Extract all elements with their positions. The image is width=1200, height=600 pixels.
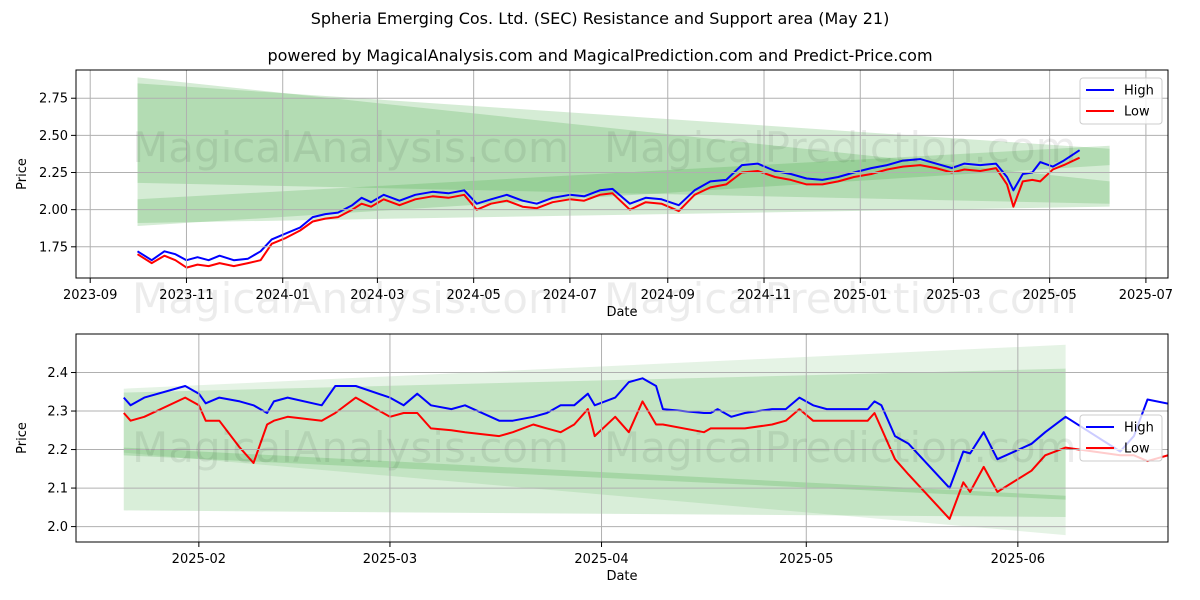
x-tick-label: 2024-05 bbox=[447, 288, 501, 303]
y-tick-label: 2.4 bbox=[47, 366, 68, 381]
watermark-text: MagicalAnalysis.com bbox=[132, 123, 569, 172]
resistance-support-band bbox=[123, 368, 1066, 517]
x-tick-label: 2025-07 bbox=[1119, 288, 1173, 303]
y-tick-label: 2.0 bbox=[47, 520, 68, 535]
resistance-support-band bbox=[123, 344, 1066, 536]
y-tick-label: 2.00 bbox=[39, 203, 68, 218]
x-tick-label: 2025-04 bbox=[574, 552, 628, 567]
series-line-low bbox=[123, 396, 1168, 520]
x-tick-label: 2023-09 bbox=[63, 288, 117, 303]
y-tick-label: 2.25 bbox=[39, 166, 68, 181]
y-tick-label: 2.1 bbox=[47, 482, 68, 497]
x-tick-label: 2023-11 bbox=[159, 288, 213, 303]
y-axis-label: Price bbox=[15, 158, 30, 190]
y-tick-label: 2.50 bbox=[39, 129, 68, 144]
x-tick-label: 2025-05 bbox=[779, 552, 833, 567]
x-tick-label: 2025-03 bbox=[363, 552, 417, 567]
plot-area bbox=[123, 344, 1168, 536]
series-line-high bbox=[123, 377, 1168, 490]
x-tick-label: 2024-07 bbox=[543, 288, 597, 303]
chart-panel-2: MagicalAnalysis.com MagicalPrediction.com… bbox=[15, 333, 1169, 584]
legend-label-low: Low bbox=[1124, 105, 1150, 120]
legend-label-low: Low bbox=[1124, 442, 1150, 457]
legend: High Low bbox=[1079, 77, 1163, 125]
watermark-text: MagicalPrediction.com bbox=[604, 123, 1077, 172]
y-tick-label: 2.2 bbox=[47, 443, 68, 458]
x-tick-label: 2025-05 bbox=[1022, 288, 1076, 303]
axes-frame bbox=[75, 333, 1169, 543]
legend-label-high: High bbox=[1124, 84, 1154, 99]
x-axis-label: Date bbox=[606, 305, 637, 320]
x-tick-label: 2024-11 bbox=[737, 288, 791, 303]
watermark-text: MagicalAnalysis.com bbox=[132, 423, 569, 472]
series-line-low bbox=[136, 156, 1081, 269]
resistance-support-band bbox=[137, 83, 1110, 224]
x-tick-label: 2025-03 bbox=[926, 288, 980, 303]
x-tick-label: 2025-02 bbox=[172, 552, 226, 567]
chart-subtitle: powered by MagicalAnalysis.com and Magic… bbox=[267, 46, 933, 65]
watermark-text: MagicalPrediction.com bbox=[604, 274, 1077, 323]
resistance-support-band bbox=[123, 447, 1066, 500]
watermark-text: MagicalPrediction.com bbox=[604, 423, 1077, 472]
axes-frame bbox=[75, 69, 1169, 279]
y-tick-label: 2.75 bbox=[39, 92, 68, 107]
x-tick-label: 2024-09 bbox=[641, 288, 695, 303]
y-tick-label: 2.3 bbox=[47, 405, 68, 420]
series-line-high bbox=[136, 149, 1081, 262]
chart-title: Spheria Emerging Cos. Ltd. (SEC) Resista… bbox=[310, 9, 890, 28]
x-tick-label: 2025-01 bbox=[833, 288, 887, 303]
y-tick-label: 1.75 bbox=[39, 240, 68, 255]
x-axis-label: Date bbox=[606, 569, 637, 584]
watermark-text: MagicalAnalysis.com bbox=[132, 274, 569, 323]
x-tick-label: 2024-03 bbox=[350, 288, 404, 303]
legend: High Low bbox=[1079, 414, 1163, 462]
chart-panel-1: MagicalAnalysis.com MagicalPrediction.com… bbox=[15, 69, 1173, 323]
legend-label-high: High bbox=[1124, 421, 1154, 436]
y-axis-label: Price bbox=[15, 422, 30, 454]
x-tick-label: 2024-01 bbox=[256, 288, 310, 303]
resistance-support-band bbox=[137, 145, 1110, 226]
x-tick-label: 2025-06 bbox=[991, 552, 1045, 567]
